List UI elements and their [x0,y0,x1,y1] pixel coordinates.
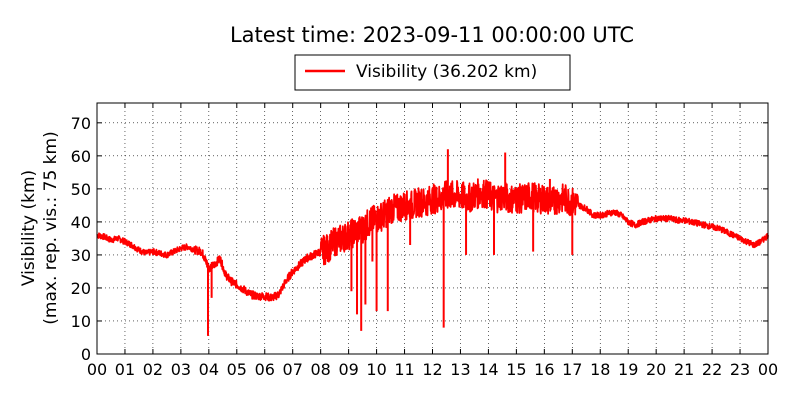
x-tick-label: 15 [506,360,526,379]
x-tick-label: 07 [283,360,303,379]
x-tick-label: 05 [227,360,247,379]
y-axis-label-line2: (max. rep. vis.: 75 km) [41,131,61,324]
y-tick-label: 70 [71,114,91,133]
x-tick-label: 03 [171,360,191,379]
x-tick-label: 04 [199,360,219,379]
x-tick-label: 13 [450,360,470,379]
x-tick-label: 23 [730,360,750,379]
x-tick-label: 09 [338,360,358,379]
legend-label: Visibility (36.202 km) [356,62,537,82]
x-tick-label: 12 [422,360,442,379]
x-tick-label: 02 [143,360,163,379]
y-tick-label: 20 [71,279,91,298]
x-tick-label: 20 [646,360,666,379]
x-tick-label: 18 [590,360,610,379]
legend: Visibility (36.202 km) [294,54,571,91]
legend-box [294,54,571,91]
x-tick-label: 10 [366,360,386,379]
y-tick-label: 60 [71,147,91,166]
y-tick-label: 30 [71,246,91,265]
x-tick-label: 01 [115,360,135,379]
x-tick-label: 08 [310,360,330,379]
x-tick-label: 14 [478,360,498,379]
x-tick-label: 00 [87,360,107,379]
plot-area: 00 01 02 03 04 05 06 07 08 09 10 11 12 13 14 15 16 17 18 19… [71,102,778,379]
x-tick-label: 22 [702,360,722,379]
y-tick-label: 50 [71,180,91,199]
y-axis-label-line1: Visibility (km) [19,170,39,286]
y-tick-label: 40 [71,213,91,232]
y-axis-label: Visibility (km) (max. rep. vis.: 75 km) [19,131,61,324]
x-tick-label: 11 [394,360,414,379]
y-tick-label: 0 [81,345,91,364]
plot-frame [96,102,769,355]
x-tick-label: 17 [562,360,582,379]
y-tick-label: 10 [71,312,91,331]
chart-title: Latest time: 2023-09-11 00:00:00 UTC [230,23,634,47]
x-tick-label: 06 [255,360,275,379]
x-tick-label: 19 [618,360,638,379]
x-tick-label: 16 [534,360,554,379]
x-tick-label: 00 [758,360,778,379]
x-tick-label: 21 [674,360,694,379]
